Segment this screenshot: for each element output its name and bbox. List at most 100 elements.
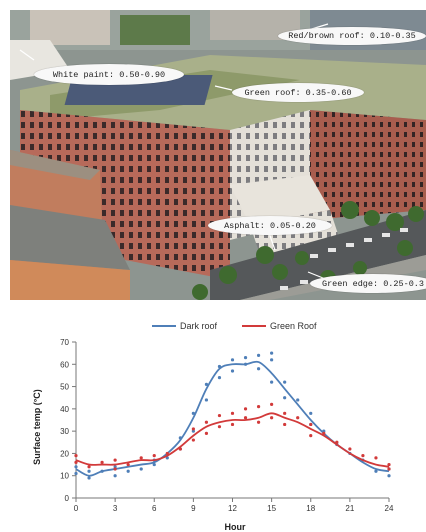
dark-roof-point [113,474,117,478]
callout-red-brown-roof: Red/brown roof: 0.10-0.35 [278,27,426,45]
x-tick-label: 9 [191,504,196,513]
dark-roof-point [243,356,248,360]
green-roof-point [387,467,391,471]
green-roof-point [139,456,143,460]
x-tick-label: 21 [345,504,354,513]
dark-roof-point [283,396,287,400]
legend-label-dark-roof: Dark roof [180,321,218,331]
green-roof-point [270,416,274,420]
dark-roof-point [387,474,391,478]
green-roof-point [230,422,235,427]
x-tick-label: 6 [152,504,157,513]
green-roof-point [204,431,209,435]
green-roof-point [243,416,248,420]
dark-roof-point [165,456,169,460]
green-roof-point [100,460,104,464]
y-axis-label: Surface temp (°C) [32,389,42,465]
green-roof-point [113,458,117,462]
green-roof-point [217,413,222,418]
dark-roof-point [126,469,130,473]
aerial-photo: Red/brown roof: 0.10-0.35 White paint: 0… [10,10,426,300]
dark-roof-point [87,476,91,480]
surface-temp-chart: Dark roof Green Roof 0 10 20 30 40 50 60 70 0 3 6 9… [0,305,426,532]
green-roof-point [374,456,378,460]
legend-label-green-roof: Green Roof [270,321,317,331]
y-tick-label: 50 [60,383,69,392]
green-roof-point [309,422,313,427]
green-roof-point [74,454,78,458]
dark-roof-point [217,376,222,380]
dark-roof-point [270,351,274,355]
dark-roof-point [204,398,209,402]
green-roof-point [152,454,156,458]
y-tick-label: 20 [60,449,69,458]
dark-roof-point [191,429,195,433]
green-roof-point [191,427,195,431]
dark-roof-point [230,358,235,362]
y-tick-label: 60 [60,360,69,369]
green-roof-point [361,454,365,458]
green-roof-point [230,411,235,415]
x-tick-label: 3 [113,504,118,513]
callout-white-paint-text: White paint: 0.50-0.90 [52,69,166,80]
dark-roof-point [87,469,91,473]
dark-roof-point [256,367,261,371]
dark-roof-point [270,380,274,384]
y-tick-label: 40 [60,405,69,414]
dark-roof-point [74,465,78,469]
dark-roof-point [74,471,78,476]
dark-roof-point [139,467,143,471]
callout-green-edge: Green edge: 0.25-0.3 [310,274,426,293]
dark-roof-point [296,398,300,402]
callout-red-brown-roof-text: Red/brown roof: 0.10-0.35 [288,31,416,41]
green-roof-point [296,416,300,420]
green-roof-point [243,407,248,411]
callout-asphalt: Asphalt: 0.05-0.20 [208,216,332,235]
green-roof-point [309,434,313,438]
y-tick-label: 30 [60,427,69,436]
aerial-photo-scene [10,10,426,300]
dark-roof-point [374,469,378,473]
green-roof-point [283,422,287,427]
green-roof-point [87,465,91,469]
green-roof-point [217,425,222,429]
callout-white-paint: White paint: 0.50-0.90 [34,64,184,85]
dark-roof-point [113,465,117,469]
y-tick-label: 70 [60,338,69,347]
green-roof-point [256,420,261,424]
green-roof-point [270,402,274,406]
chart-svg: Dark roof Green Roof 0 10 20 30 40 50 60 70 0 3 6 9… [32,321,394,532]
street-trees [192,201,424,300]
green-roof-point [74,460,78,464]
dark-roof-line [75,360,390,477]
dark-roof-point [270,358,274,362]
x-axis-label: Hour [225,522,246,532]
chart-legend: Dark roof Green Roof [152,321,317,331]
parked-cars [280,228,408,290]
dark-roof-point [309,411,313,415]
callout-green-roof-text: Green roof: 0.35-0.60 [244,87,352,98]
green-roof-point [191,438,195,442]
green-roof-point [126,462,130,467]
x-tick-label: 0 [74,504,79,513]
x-tick-label: 12 [228,504,237,513]
y-tick-label: 10 [60,472,69,481]
green-roof-point [113,467,117,471]
green-roof-point [387,462,391,467]
dark-roof-point [152,462,156,467]
callout-green-edge-text: Green edge: 0.25-0.3 [321,278,425,289]
callout-green-roof: Green roof: 0.35-0.60 [232,83,364,102]
dark-roof-point [230,369,235,373]
dark-roof-point [256,353,261,357]
green-roof-point [204,420,209,424]
y-tick-label: 0 [65,494,70,503]
x-tick-label: 15 [267,504,276,513]
green-roof-point [348,447,352,451]
x-tick-label: 24 [385,504,394,513]
dark-roof-point [283,380,287,384]
green-roof-point [256,405,261,409]
callout-asphalt-text: Asphalt: 0.05-0.20 [224,220,316,231]
x-tick-label: 18 [306,504,315,513]
chart-series [74,351,391,480]
green-roof-point [283,411,287,415]
